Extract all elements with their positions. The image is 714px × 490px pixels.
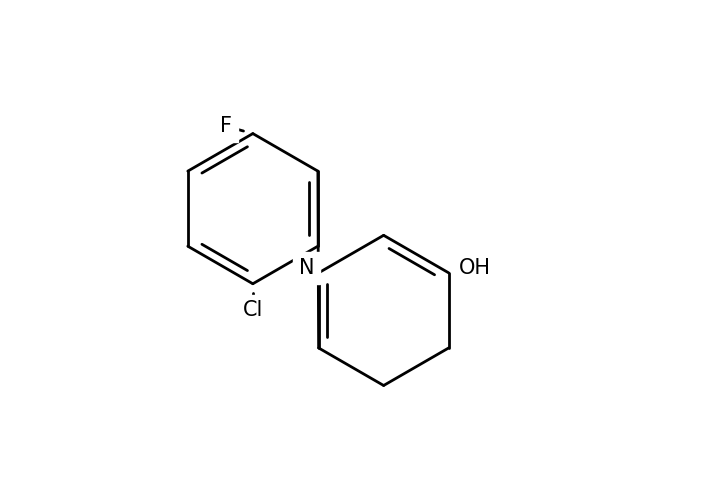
- Text: Cl: Cl: [243, 300, 263, 320]
- Text: F: F: [220, 116, 232, 136]
- Text: OH: OH: [459, 258, 491, 278]
- Text: N: N: [298, 258, 314, 278]
